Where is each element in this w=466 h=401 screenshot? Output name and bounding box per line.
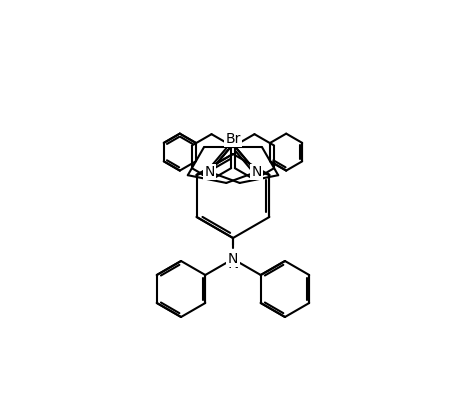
Text: Br: Br [225, 133, 241, 148]
Text: N: N [205, 166, 216, 180]
Text: N: N [205, 165, 215, 179]
Text: N: N [250, 166, 261, 180]
Text: N: N [251, 165, 261, 179]
Text: N: N [227, 256, 239, 271]
Text: Br: Br [226, 132, 240, 146]
Text: N: N [228, 252, 238, 266]
